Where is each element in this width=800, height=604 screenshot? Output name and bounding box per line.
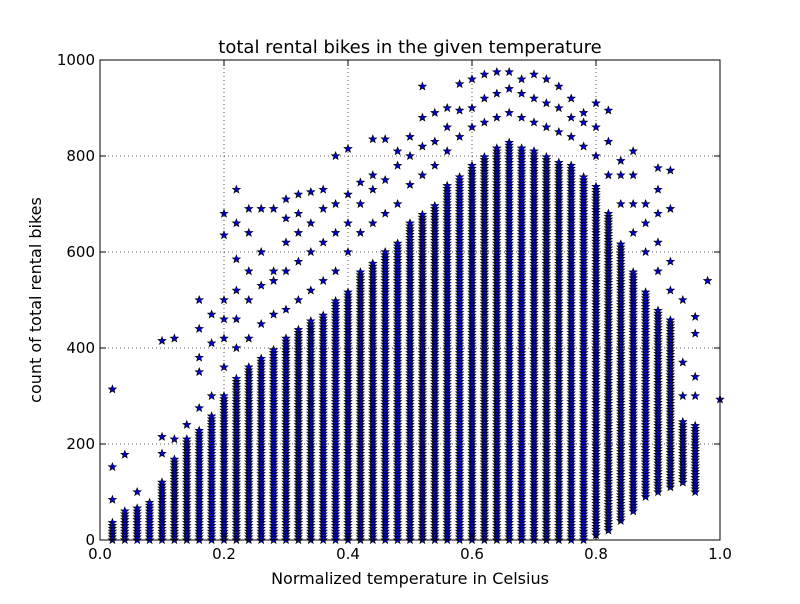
x-tick-label: 0.6 <box>460 545 484 563</box>
y-tick-label: 400 <box>66 339 95 357</box>
y-tick-label: 800 <box>66 147 95 165</box>
x-tick-label: 0.8 <box>584 545 608 563</box>
y-axis-label: count of total rental bikes <box>26 197 45 403</box>
y-tick-label: 200 <box>66 435 95 453</box>
chart-title: total rental bikes in the given temperat… <box>218 37 601 58</box>
y-tick-label: 1000 <box>57 51 95 69</box>
x-tick-label: 1.0 <box>708 545 732 563</box>
x-axis-label: Normalized temperature in Celsius <box>271 569 549 588</box>
y-tick-label: 600 <box>66 243 95 261</box>
x-tick-label: 0.0 <box>88 545 112 563</box>
x-tick-label: 0.4 <box>336 545 360 563</box>
x-tick-label: 0.2 <box>212 545 236 563</box>
plot-frame <box>99 59 721 541</box>
axis-ticks: 0.0 0.2 0.4 0.6 0.8 1.0 0 200 400 600 800 1000 <box>57 51 732 563</box>
y-tick-label: 0 <box>85 531 95 549</box>
